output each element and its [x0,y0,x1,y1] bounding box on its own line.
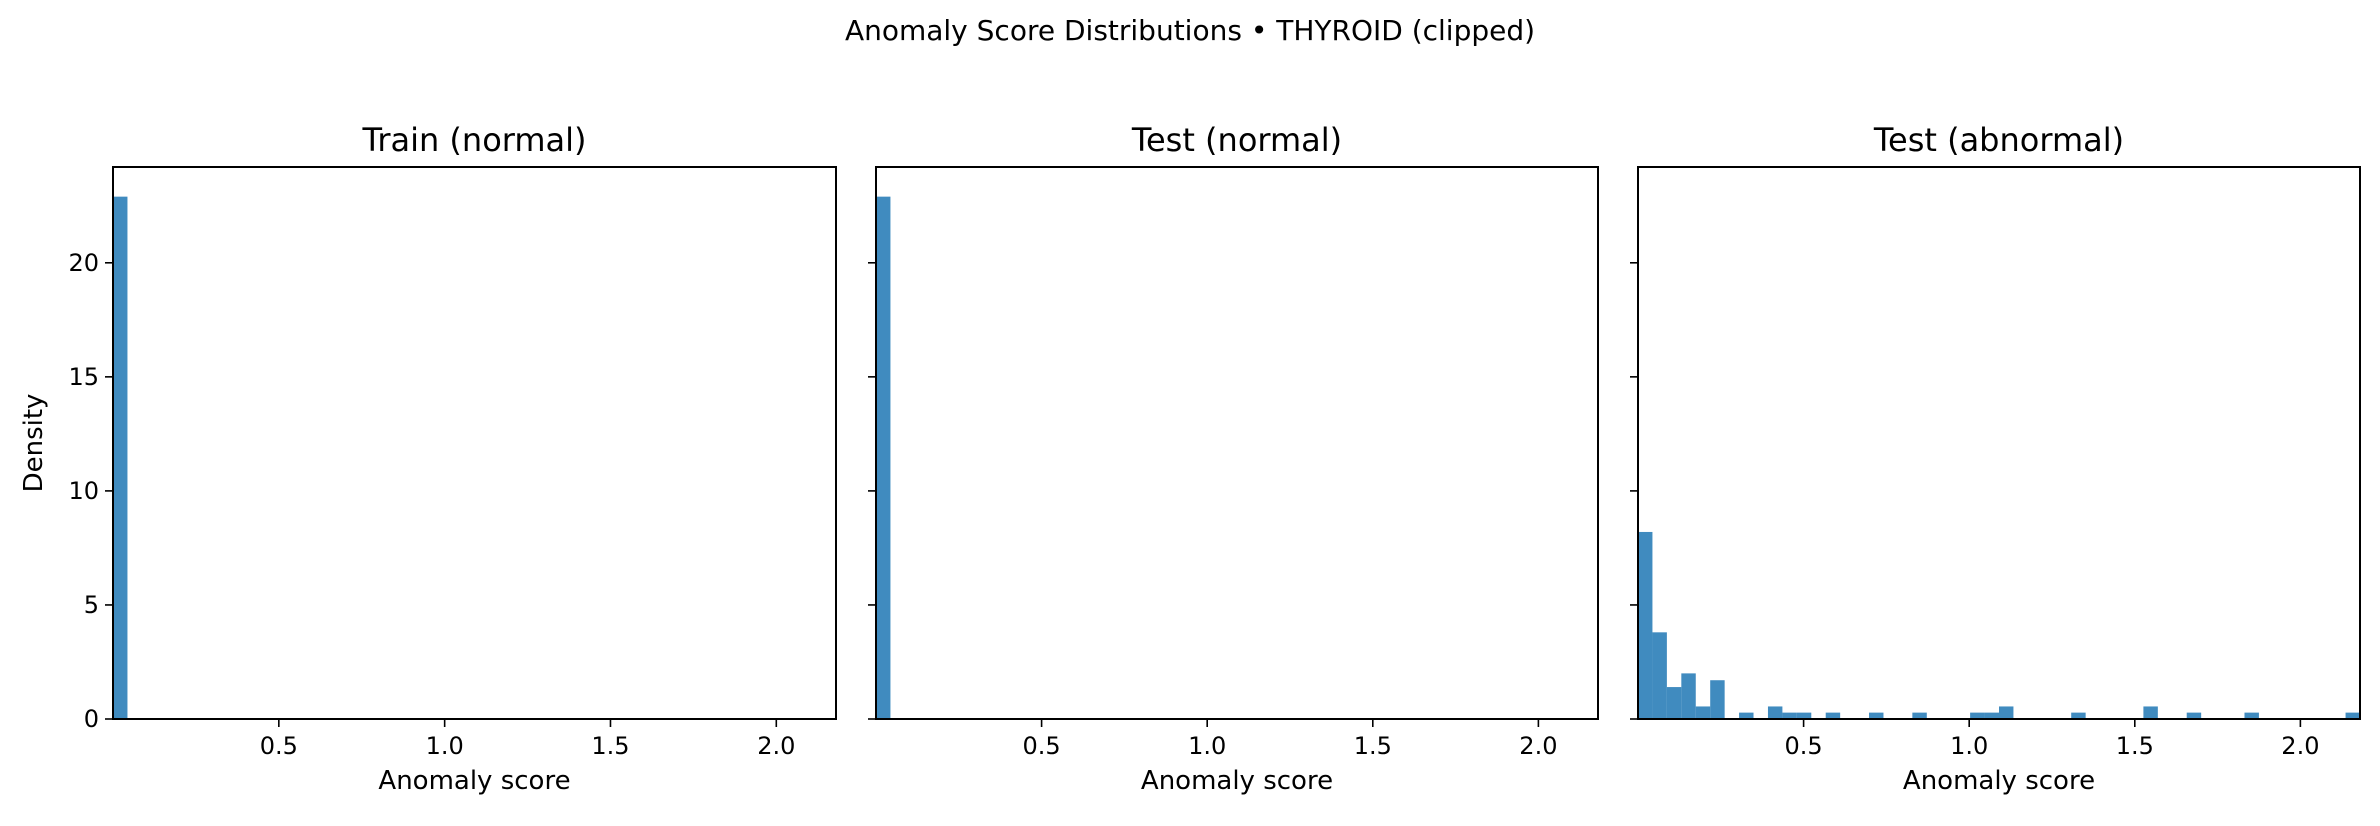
x-tick-label: 0.5 [260,732,298,760]
histogram-bar [2345,712,2360,719]
x-axis-label: Anomaly score [1141,766,1333,796]
axes-frame [875,166,1599,720]
x-tick-label: 1.5 [591,732,629,760]
histogram-bar [1739,712,1754,719]
x-tick-label: 1.0 [1950,732,1988,760]
x-tick-label: 2.0 [757,732,795,760]
histogram-bar [2143,706,2158,719]
histogram-bar [2244,712,2259,719]
x-axis-label: Anomaly score [1903,766,2095,796]
y-tick-label: 15 [68,363,99,391]
histogram-bar [1782,712,1797,719]
panel-title: Test (abnormal) [1873,121,2124,159]
histogram-bar [1999,706,2014,719]
y-tick-label: 5 [84,591,99,619]
x-tick-label: 1.5 [2116,732,2154,760]
histogram-bar [1970,712,1985,719]
histogram-bar [1796,712,1812,719]
chart-panel-3: 0.5 1.0 1.5 2.0 Test (abnormal) Anomaly score [1630,121,2361,796]
x-tick-label: 0.5 [1785,732,1823,760]
chart-panel-1: 0.5 1.0 1.5 2.0 0 5 10 15 20 Train (normal) Anomal… [19,121,837,796]
histogram-bar [1666,687,1682,719]
panel-title: Test (normal) [1131,121,1342,159]
y-tick-label: 10 [68,477,99,505]
panel-title: Train (normal) [361,121,586,159]
histogram-bar [1681,673,1696,719]
histogram-bar [113,196,128,719]
y-tick-label: 0 [84,705,99,733]
histogram-bar [1695,706,1711,719]
histogram-bar [1710,680,1725,719]
histogram-bar [2071,712,2086,719]
x-tick-label: 0.5 [1023,732,1061,760]
x-tick-label: 1.5 [1354,732,1392,760]
histogram-bar [1912,712,1927,719]
axes-frame [112,166,837,720]
y-axis-label: Density [19,394,49,493]
histogram-bar [876,196,891,719]
chart-panels: 0.5 1.0 1.5 2.0 0 5 10 15 20 Train (normal) Anomal… [19,121,2361,796]
x-tick-label: 1.0 [1188,732,1226,760]
histogram-bar [1767,706,1783,719]
x-tick-label: 2.0 [2281,732,2319,760]
histogram-bar [1984,712,1999,719]
histogram-bar [2186,712,2202,719]
chart-panel-2: 0.5 1.0 1.5 2.0 Test (normal) Anomaly score [868,121,1599,796]
histogram-bar [1869,712,1884,719]
x-tick-label: 2.0 [1519,732,1557,760]
axes-frame [1637,166,2361,720]
histogram-bar [1652,632,1667,719]
x-tick-label: 1.0 [426,732,464,760]
histogram-bar [1638,531,1653,719]
histogram-bar [1825,712,1841,719]
figure-suptitle: Anomaly Score Distributions • THYROID (c… [845,14,1535,47]
x-axis-label: Anomaly score [378,766,570,796]
y-tick-label: 20 [68,249,99,277]
